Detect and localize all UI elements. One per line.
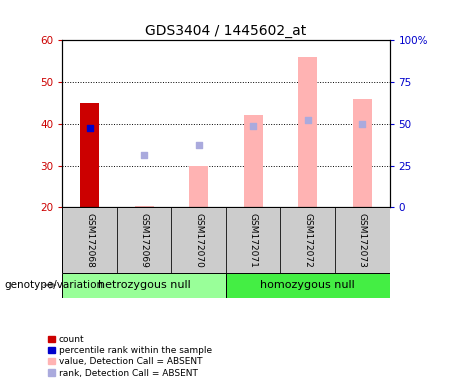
FancyBboxPatch shape [117,207,171,273]
Point [86,125,93,131]
Text: genotype/variation: genotype/variation [5,280,104,290]
FancyBboxPatch shape [171,207,226,273]
FancyBboxPatch shape [226,207,280,273]
Bar [243,116,263,207]
FancyBboxPatch shape [226,273,390,298]
FancyBboxPatch shape [62,273,226,298]
FancyBboxPatch shape [280,207,335,273]
Legend: count, percentile rank within the sample, value, Detection Call = ABSENT, rank, : count, percentile rank within the sample… [46,333,213,379]
Bar [189,166,208,207]
Text: GSM172069: GSM172069 [140,213,148,267]
Text: GSM172068: GSM172068 [85,213,94,267]
Point [195,142,202,148]
Bar [135,206,154,207]
Text: GSM172071: GSM172071 [248,213,258,267]
Point [359,121,366,127]
Point [140,152,148,158]
FancyBboxPatch shape [335,207,390,273]
Title: GDS3404 / 1445602_at: GDS3404 / 1445602_at [145,24,307,38]
Text: hetrozygous null: hetrozygous null [98,280,190,290]
Point [249,123,257,129]
FancyBboxPatch shape [62,207,117,273]
Text: GSM172073: GSM172073 [358,213,367,267]
Text: GSM172072: GSM172072 [303,213,312,267]
Bar [80,103,99,207]
Text: GSM172070: GSM172070 [194,213,203,267]
Text: homozygous null: homozygous null [260,280,355,290]
Point [304,117,311,123]
Bar [353,99,372,207]
Bar [298,57,317,207]
